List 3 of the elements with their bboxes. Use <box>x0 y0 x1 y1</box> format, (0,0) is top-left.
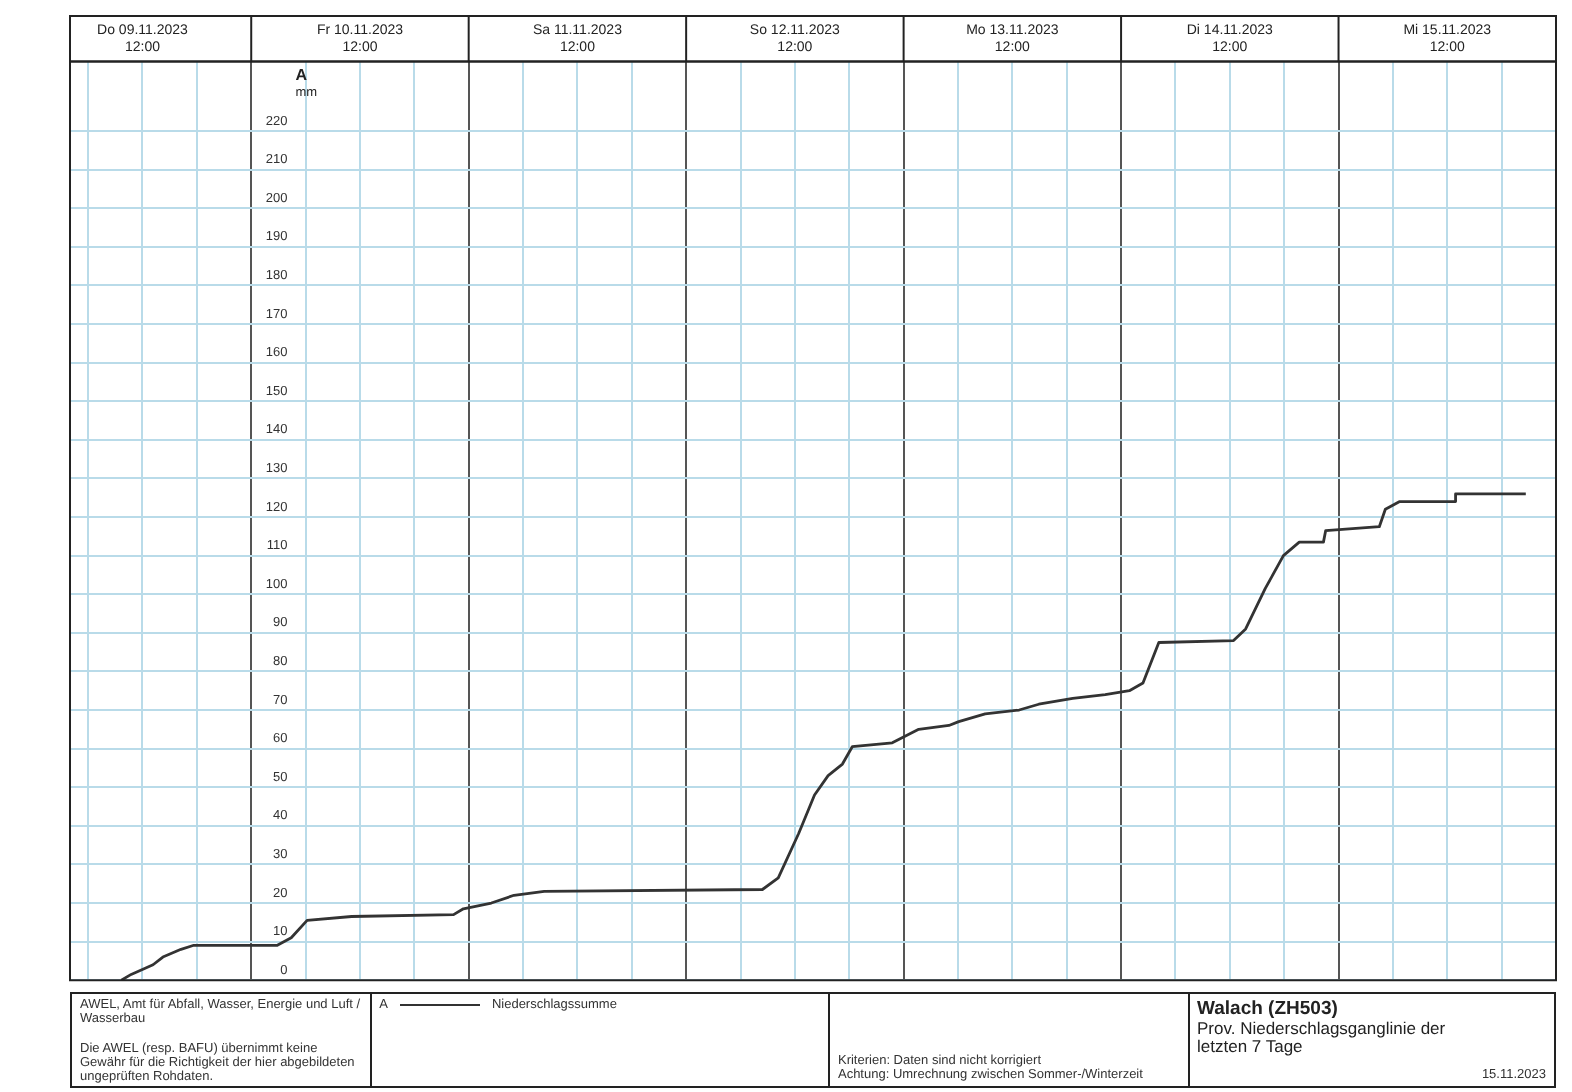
annotation: A <box>295 65 308 84</box>
text: Prov. Niederschlagsganglinie der letzten 7 Tage <box>1197 1018 1448 1058</box>
text: Walach (ZH503) <box>1197 998 1340 1020</box>
